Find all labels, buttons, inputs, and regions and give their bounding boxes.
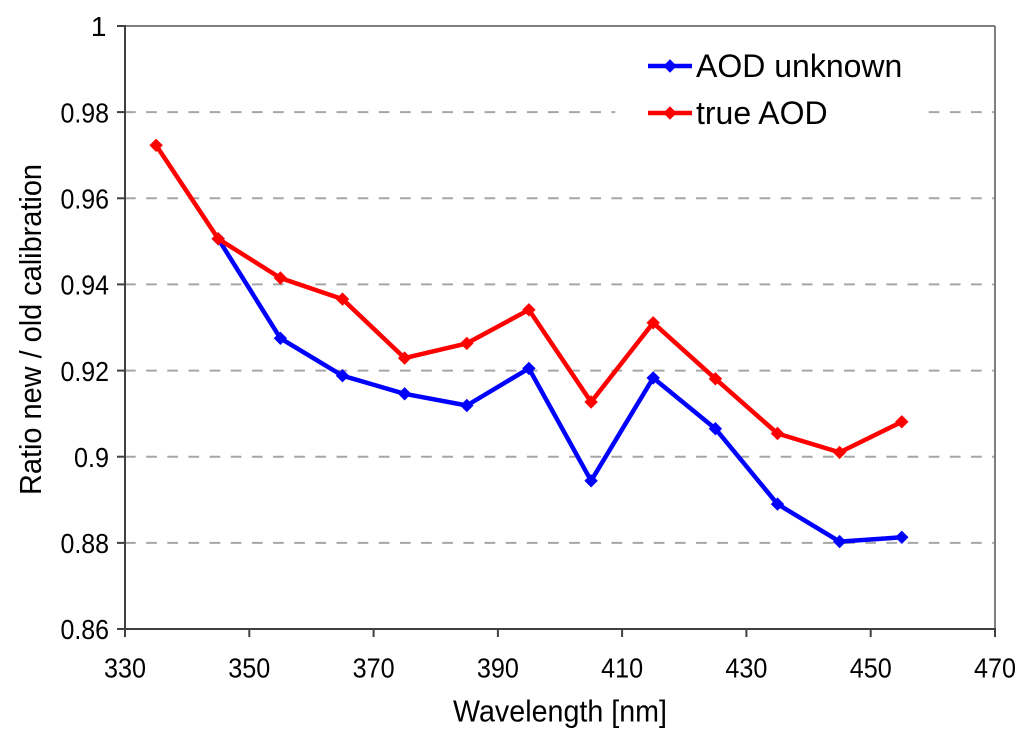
- svg-text:0.94: 0.94: [61, 270, 110, 301]
- svg-text:430: 430: [725, 653, 767, 684]
- svg-text:true AOD: true AOD: [696, 95, 828, 131]
- svg-text:0.98: 0.98: [61, 97, 110, 128]
- svg-text:1: 1: [91, 11, 107, 42]
- svg-text:Wavelength [nm]: Wavelength [nm]: [453, 694, 667, 729]
- svg-text:330: 330: [104, 653, 146, 684]
- svg-text:0.9: 0.9: [74, 442, 109, 473]
- svg-text:0.96: 0.96: [61, 184, 110, 215]
- svg-text:390: 390: [477, 653, 519, 684]
- svg-text:370: 370: [353, 653, 395, 684]
- svg-text:410: 410: [601, 653, 643, 684]
- svg-text:470: 470: [974, 653, 1016, 684]
- svg-text:AOD unknown: AOD unknown: [696, 48, 902, 84]
- svg-text:450: 450: [850, 653, 892, 684]
- svg-text:0.88: 0.88: [61, 528, 110, 559]
- svg-text:0.86: 0.86: [61, 614, 110, 645]
- svg-text:350: 350: [228, 653, 270, 684]
- svg-text:0.92: 0.92: [61, 356, 110, 387]
- svg-text:Ratio new / old calibration: Ratio new / old calibration: [13, 164, 48, 495]
